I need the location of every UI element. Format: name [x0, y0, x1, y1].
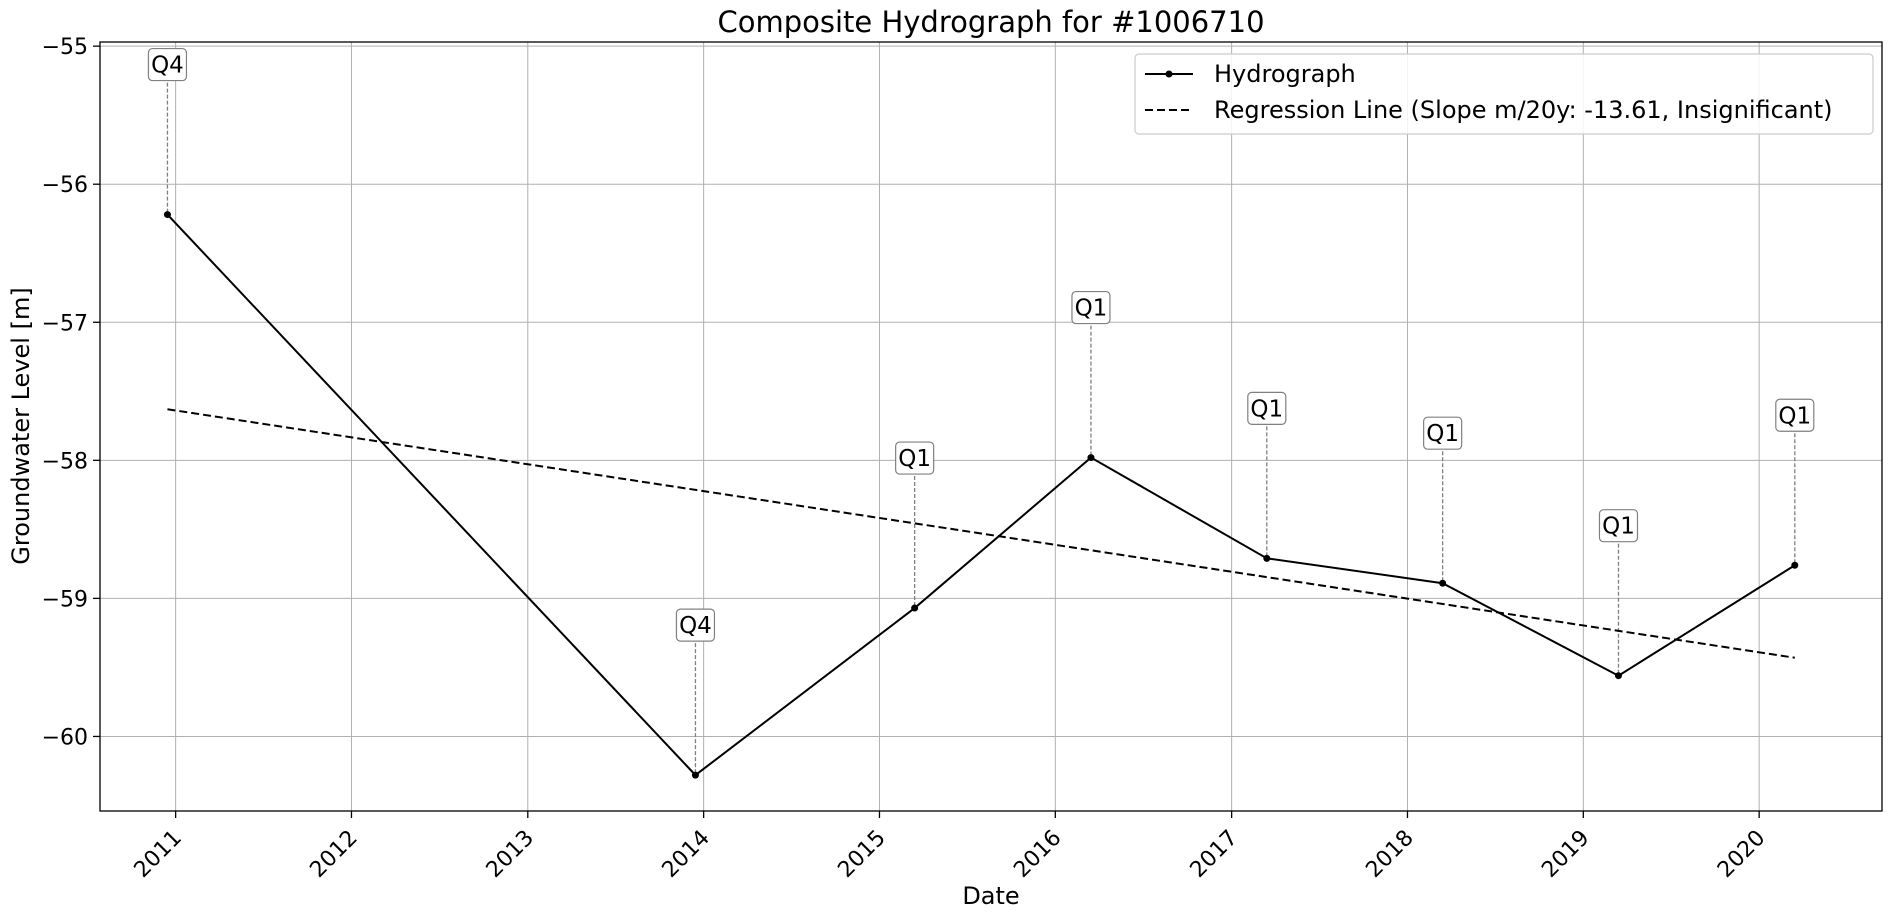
- hydrograph-line: [166, 213, 1796, 777]
- annotation-box: [1423, 416, 1463, 450]
- x-tick-label: 2012: [305, 826, 362, 883]
- x-tick-label: 2011: [130, 826, 187, 883]
- annotation-label: Q4: [679, 613, 712, 639]
- annotation-box: [1775, 398, 1815, 432]
- x-tick-label: 2016: [1009, 826, 1066, 883]
- hydrograph-point: [1614, 672, 1622, 680]
- hydrograph-point: [691, 771, 699, 779]
- annotation-label: Q1: [1426, 421, 1459, 447]
- x-axis-ticks: 2011 2012 2013 2014 2015 2016 2017 2018 2019 2020: [130, 811, 1770, 883]
- quarter-annotations: Q4 Q4 Q1 Q1 Q1 Q1 Q1 Q1: [147, 47, 1815, 776]
- x-axis-label: Date: [962, 882, 1019, 910]
- x-tick-label: 2020: [1713, 826, 1770, 883]
- x-tick-label: 2013: [482, 826, 539, 883]
- annotation-label: Q1: [1075, 296, 1108, 322]
- y-tick-label: −55: [42, 35, 88, 60]
- annotation-label: Q1: [1250, 396, 1283, 422]
- y-tick-label: −56: [42, 173, 88, 198]
- legend: Hydrograph Regression Line (Slope m/20y:…: [1134, 53, 1874, 135]
- annotation-box: [895, 441, 935, 475]
- annotation-box: [1247, 391, 1287, 425]
- legend-hydrograph-marker: [1165, 70, 1173, 78]
- plot-frame: [99, 41, 1883, 812]
- annotation-box: [1071, 290, 1111, 325]
- series-layer: [163, 211, 1799, 779]
- legend-regression-label: Regression Line (Slope m/20y: -13.61, In…: [1214, 96, 1833, 124]
- hydrograph-point: [911, 604, 919, 612]
- legend-box: [1134, 53, 1874, 135]
- legend-hydrograph-label: Hydrograph: [1214, 60, 1356, 88]
- x-tick-label: 2018: [1361, 826, 1418, 883]
- y-tick-label: −57: [42, 311, 88, 336]
- hydrograph-point: [1263, 554, 1271, 562]
- y-tick-label: −59: [42, 587, 88, 612]
- annotation-box: [1598, 509, 1639, 543]
- y-axis-ticks: −60 −59 −58 −57 −56 −55: [42, 35, 100, 750]
- grid-lines: [100, 42, 1882, 811]
- annotation-label: Q1: [1602, 514, 1635, 540]
- annotation-box: [147, 47, 188, 82]
- x-tick-label: 2019: [1537, 826, 1594, 883]
- annotation-label: Q4: [151, 53, 184, 79]
- y-tick-label: −58: [42, 449, 88, 474]
- hydrograph-point: [1087, 454, 1095, 462]
- hydrograph-point: [163, 211, 171, 219]
- x-tick-label: 2014: [658, 826, 715, 883]
- y-axis-label: Groundwater Level [m]: [7, 287, 35, 564]
- regression-line: [167, 408, 1795, 659]
- hydrograph-point: [1439, 579, 1447, 587]
- hydrograph-point: [1791, 561, 1799, 569]
- x-tick-label: 2017: [1186, 826, 1243, 883]
- annotation-label: Q1: [898, 446, 931, 472]
- annotation-label: Q1: [1778, 403, 1811, 429]
- annotation-box: [675, 608, 716, 642]
- chart-title: Composite Hydrograph for #1006710: [717, 5, 1264, 39]
- x-tick-label: 2015: [833, 826, 890, 883]
- y-tick-label: −60: [42, 725, 88, 750]
- plot-background: [100, 42, 1882, 811]
